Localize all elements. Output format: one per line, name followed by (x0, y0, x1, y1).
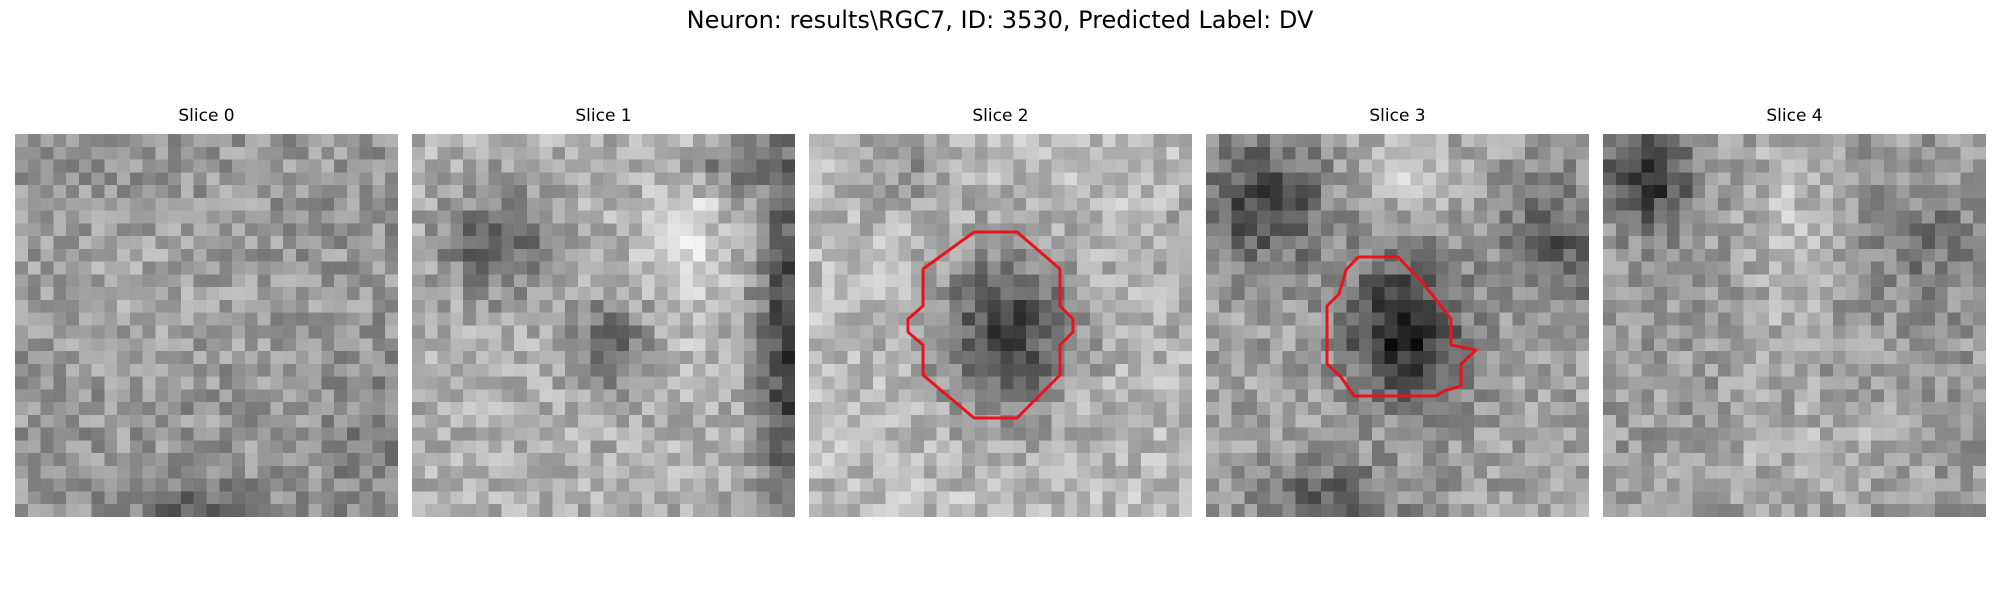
slice-4-image (1603, 134, 1986, 517)
slice-2-title: Slice 2 (972, 106, 1029, 126)
slice-3-title: Slice 3 (1369, 106, 1426, 126)
slice-3-image (1206, 134, 1589, 517)
slice-1-image (412, 134, 795, 517)
figure-title: Neuron: results\RGC7, ID: 3530, Predicte… (686, 6, 1314, 34)
slice-0-image (15, 134, 398, 517)
slice-3-contour (1325, 255, 1478, 398)
slice-2-image (809, 134, 1192, 517)
slice-0-panel: Slice 0 (15, 106, 398, 517)
slice-4-panel: Slice 4 (1603, 106, 1986, 517)
slice-3-panel: Slice 3 (1206, 106, 1589, 517)
slice-2-panel: Slice 2 (809, 106, 1192, 517)
slice-1-panel: Slice 1 (412, 106, 795, 517)
slice-4-title: Slice 4 (1766, 106, 1823, 126)
slice-2-contour (906, 230, 1075, 420)
slice-1-title: Slice 1 (575, 106, 632, 126)
slice-0-title: Slice 0 (178, 106, 235, 126)
